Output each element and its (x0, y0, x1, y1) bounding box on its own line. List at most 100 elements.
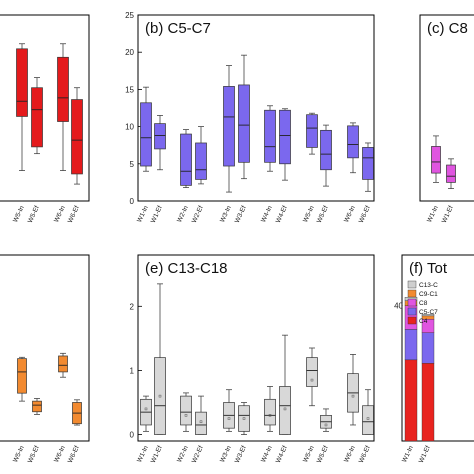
panel-b-box-W3-Ef (238, 54, 250, 180)
panel-f-bar-C4-W1-Ef (421, 363, 435, 442)
box-body (446, 164, 456, 183)
legend-swatch-C4 (407, 316, 417, 325)
panel-e-title: (e) C13-C18 (145, 260, 228, 277)
legend-swatch-C13-C (407, 280, 417, 289)
panel-c-box-W1-Ef (446, 158, 456, 190)
panel-f-frame (401, 254, 474, 442)
panel-a-box-W6-Ef (71, 87, 83, 185)
panel-d-xtick-label: W5-In (12, 445, 26, 464)
box-mean-marker (268, 414, 272, 417)
panel-e-ytick-label: 0 (130, 431, 135, 440)
panel-b-xtick-label: W5-Ef (316, 205, 330, 224)
panel-e-ytick-label: 1 (130, 366, 135, 375)
panel-f-bar-C5-C7-W1-Ef (421, 332, 435, 364)
box-body (264, 109, 276, 163)
panel-e-box-W4-Ef (279, 334, 291, 435)
box-body (347, 125, 359, 159)
panel-b-xtick-label: W5-In (302, 205, 316, 224)
panel-b-box-W5-In (306, 112, 318, 155)
panel-d-box-W6-In (58, 352, 68, 378)
panel-e-box-W6-In (347, 354, 359, 426)
panel-c-frame (419, 14, 474, 202)
panel-e-xtick-label: W1-In (136, 445, 150, 464)
panel-b-box-W3-In (223, 65, 235, 193)
panel-f-bar-C4-W1-In (404, 359, 418, 442)
box-mean-marker (283, 407, 287, 411)
panel-b-ytick-label: 10 (125, 123, 134, 132)
box-mean-marker (366, 417, 370, 420)
box-body (58, 355, 68, 373)
box-body (320, 129, 332, 171)
panel-f-xtick-label: W1-In (401, 445, 415, 464)
legend-swatch-C8 (407, 298, 417, 307)
box-body (154, 123, 166, 150)
panel-e-xtick-label: W3-Ef (234, 445, 248, 464)
panel-e-xtick-label: W4-In (260, 445, 274, 464)
box-body (71, 99, 83, 175)
panel-c-xtick-label: W1-Ef (441, 205, 455, 224)
box-body (31, 87, 43, 148)
legend-label-C4: C4 (419, 318, 428, 325)
box-body (362, 147, 374, 180)
box-body (223, 86, 235, 167)
panel-e-xtick-label: W4-Ef (275, 445, 289, 464)
panel-b-xtick-label: W2-In (176, 205, 190, 224)
box-mean-marker (310, 378, 314, 382)
panel-c-xtick-label: W1-In (426, 205, 440, 224)
panel-b-box-W6-Ef (362, 142, 374, 192)
panel-a-xtick-label: W5-Ef (27, 205, 41, 224)
panel-a-box-W5-In (16, 43, 28, 171)
panel-d-xtick-label: W5-Ef (27, 445, 41, 464)
panel-d-box-W5-Ef (32, 398, 42, 415)
panel-f-bar-C5-C7-W1-In (404, 329, 418, 361)
box-body (180, 395, 192, 426)
panel-e-box-W5-In (306, 347, 318, 407)
box-mean-marker (227, 417, 231, 420)
panel-e-frame (137, 254, 375, 442)
panel-e-xtick-label: W6-In (343, 445, 357, 464)
box-body (279, 386, 291, 435)
panel-e-box-W1-In (140, 395, 152, 432)
panel-d-xtick-label: W6-In (53, 445, 67, 464)
panel-b-box-W1-Ef (154, 115, 166, 171)
panel-d-xtick-label: W6-Ef (67, 445, 81, 464)
legend-label-C5-C7: C5-C7 (419, 309, 438, 316)
panel-f-bar-C13-C-W1-Ef (421, 313, 435, 317)
panel-b-xtick-label: W4-Ef (275, 205, 289, 224)
panel-d-box-W6-Ef (72, 399, 82, 426)
box-mean-marker (158, 394, 162, 398)
panel-e-box-W3-In (223, 389, 235, 432)
panel-f-title: (f) Tot (409, 260, 448, 277)
panel-b-box-W4-Ef (279, 108, 291, 181)
panel-e-xtick-label: W3-In (219, 445, 233, 464)
panel-e-box-W1-Ef (154, 283, 166, 435)
panel-b-ytick-label: 20 (125, 48, 134, 57)
panel-e-xtick-label: W2-Ef (191, 445, 205, 464)
panel-b-xtick-label: W1-In (136, 205, 150, 224)
box-body (180, 133, 192, 186)
panel-a-xtick-label: W6-Ef (67, 205, 81, 224)
legend-label-C8: C8 (419, 300, 428, 307)
box-mean-marker (324, 423, 328, 427)
panel-b-xtick-label: W3-Ef (234, 205, 248, 224)
panel-b-xtick-label: W6-Ef (358, 205, 372, 224)
panel-e-xtick-label: W5-In (302, 445, 316, 464)
panel-b-ytick-label: 15 (125, 85, 134, 94)
panel-e-box-W2-In (180, 392, 192, 432)
panel-a-xtick-label: W5-In (12, 205, 26, 224)
panel-c-title: (c) C8 (427, 20, 468, 37)
panel-b-frame (137, 14, 375, 202)
box-body (32, 400, 42, 413)
panel-e-box-W3-Ef (238, 402, 250, 435)
panel-e-xtick-label: W5-Ef (316, 445, 330, 464)
box-body (264, 398, 276, 426)
box-mean-marker (184, 414, 188, 417)
box-body (57, 56, 69, 122)
box-mean-marker (242, 417, 246, 420)
panel-a-box-W5-Ef (31, 77, 43, 155)
panel-a-frame (0, 14, 90, 202)
box-body (431, 146, 441, 174)
legend-label-C13-C: C13-C (419, 282, 438, 289)
